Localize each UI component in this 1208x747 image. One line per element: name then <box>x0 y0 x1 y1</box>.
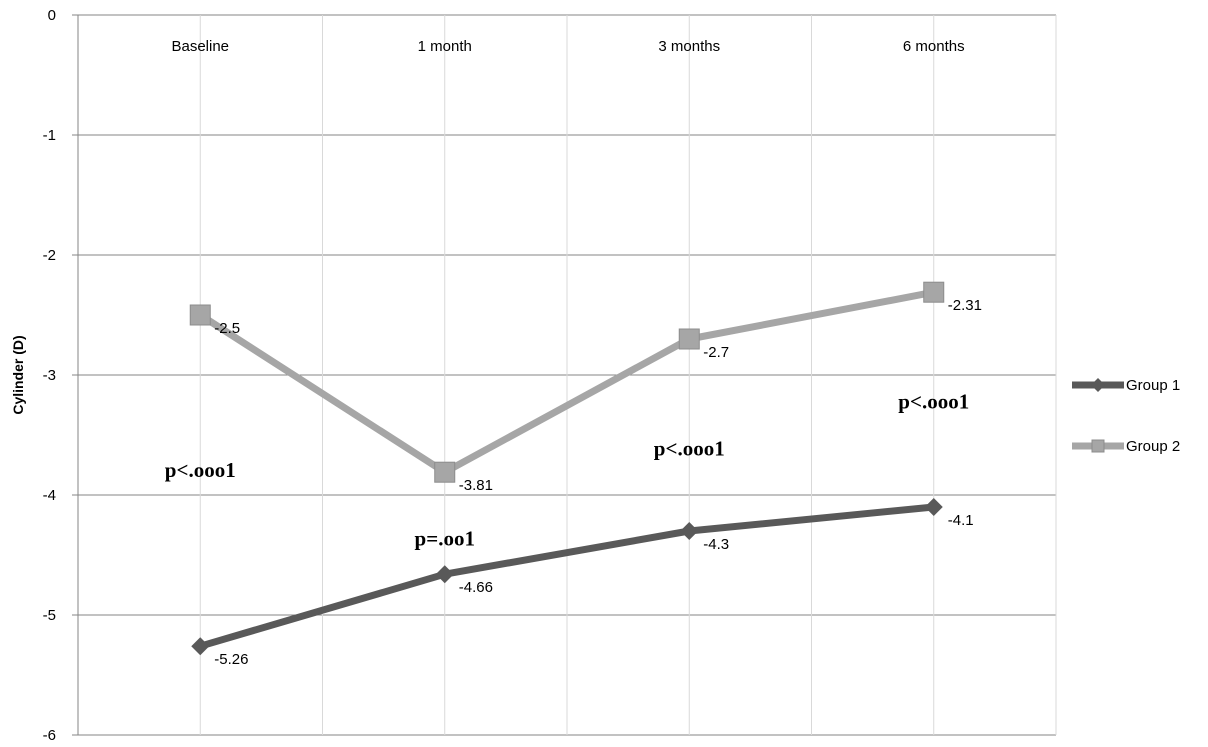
legend-label: Group 1 <box>1126 377 1180 394</box>
data-label: -4.3 <box>703 536 729 553</box>
data-label: -4.1 <box>948 512 974 529</box>
series-marker-square <box>923 281 945 303</box>
data-label: -2.5 <box>214 320 240 337</box>
y-tick-label: -2 <box>43 247 56 264</box>
y-axis-label: Cylinder (D) <box>10 335 26 414</box>
series-line-1 <box>199 503 935 650</box>
data-label: -2.7 <box>703 344 729 361</box>
axes <box>72 14 79 736</box>
data-label: -5.26 <box>214 651 248 668</box>
y-tick-label: -6 <box>43 727 56 744</box>
y-tick-label: -4 <box>43 487 56 504</box>
series-marker-square <box>678 328 700 350</box>
y-tick-label: -1 <box>43 127 56 144</box>
p-value-annotation: p<.ooo1 <box>165 458 236 482</box>
category-label: 6 months <box>903 38 965 55</box>
series-marker-diamond <box>191 637 210 656</box>
data-label: -4.66 <box>459 579 493 596</box>
y-tick-label: 0 <box>48 7 56 24</box>
category-label: 1 month <box>418 38 472 55</box>
p-value-annotation: p<.ooo1 <box>898 390 969 414</box>
category-label: Baseline <box>171 38 229 55</box>
series-marker-square <box>434 461 456 483</box>
y-tick-label: -3 <box>43 367 56 384</box>
series-marker-diamond <box>680 522 699 540</box>
series-marker-diamond <box>435 565 454 584</box>
y-tick-label: -5 <box>43 607 56 624</box>
category-labels: Baseline 1 month 3 months 6 months <box>171 38 964 55</box>
annotations: p<.ooo1 p=.oo1 p<.ooo1 p<.ooo1 <box>165 390 969 551</box>
series-line-2 <box>198 288 935 476</box>
y-tick-labels: 0 -1 -2 -3 -4 -5 -6 <box>43 7 56 744</box>
legend: Group 1 Group 2 <box>1072 377 1180 455</box>
category-label: 3 months <box>658 38 720 55</box>
legend-marker-square <box>1091 439 1105 453</box>
series-marker-diamond <box>924 498 943 516</box>
p-value-annotation: p<.ooo1 <box>654 436 725 460</box>
legend-marker-diamond <box>1091 378 1105 392</box>
legend-label: Group 2 <box>1126 438 1180 455</box>
series-group: -5.26 -4.66 -4.3 -4.1 -2.5 -3.81 -2.7 -2.31 <box>189 281 982 668</box>
data-label: -2.31 <box>948 297 982 314</box>
data-label: -3.81 <box>459 477 493 494</box>
grid <box>77 14 1057 736</box>
p-value-annotation: p=.oo1 <box>415 526 475 550</box>
series-marker-square <box>189 304 211 326</box>
